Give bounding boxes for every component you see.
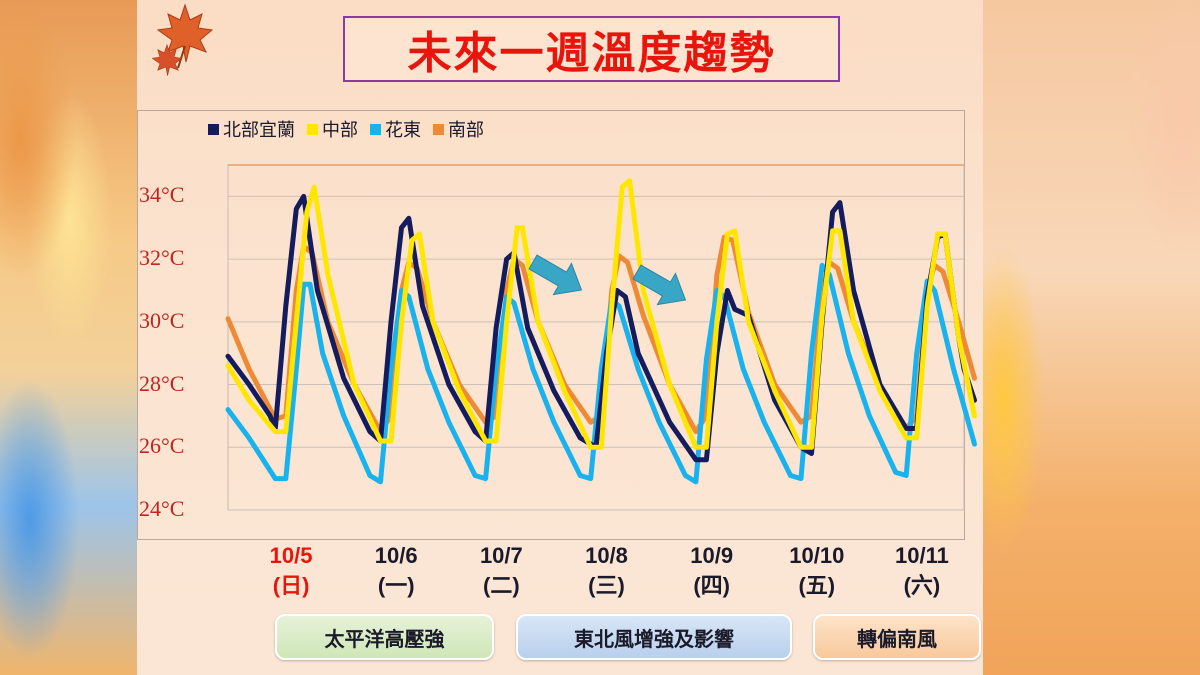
x-category-label: 10/10 (五) [767, 541, 867, 601]
weather-note-pacific-high: 太平洋高壓強 [275, 614, 494, 660]
legend-swatch-north [208, 123, 219, 135]
y-tick-label: 32°C [139, 245, 185, 271]
x-category-weekday: (一) [377, 573, 415, 598]
y-tick-label: 34°C [139, 182, 185, 208]
x-category-weekday: (四) [693, 573, 730, 598]
y-tick-label: 24°C [139, 496, 185, 521]
x-category-label: 10/8 (三) [557, 541, 657, 601]
x-category-label: 10/6 (一) [346, 541, 446, 601]
x-category-weekday: (日) [272, 573, 310, 598]
arrow-icon [528, 254, 583, 296]
y-tick-label: 28°C [139, 370, 185, 396]
legend-item-south: 南部 [433, 116, 484, 142]
page-title: 未來一週溫度趨勢 [343, 16, 840, 82]
x-category-date: 10/8 [585, 543, 628, 568]
legend-label-east: 花東 [385, 120, 421, 140]
maple-leaf-icon [151, 43, 183, 76]
legend-swatch-central [307, 123, 318, 135]
y-tick-label: 26°C [139, 433, 185, 459]
legend-item-north: 北部宜蘭 [208, 116, 295, 142]
series-line-central [225, 178, 977, 450]
legend-item-east: 花東 [370, 116, 421, 142]
series-line-east [225, 262, 977, 485]
legend-swatch-east [370, 123, 381, 135]
weather-note-northeast-wind: 東北風增強及影響 [516, 614, 792, 660]
x-category-weekday: (二) [483, 573, 520, 598]
legend-item-central: 中部 [307, 116, 358, 142]
x-category-date: 10/5 [269, 543, 313, 568]
x-category-date: 10/6 [374, 543, 418, 568]
chart-legend: 北部宜蘭 中部 花東 南部 [208, 116, 484, 142]
y-tick-label: 30°C [139, 307, 185, 333]
x-category-date: 10/9 [690, 543, 734, 568]
maple-leaf-icon [156, 3, 214, 69]
x-category-label: 10/11 (六) [872, 541, 972, 601]
arrow-icon [632, 264, 687, 306]
x-category-date: 10/11 [895, 543, 949, 568]
legend-label-north: 北部宜蘭 [223, 120, 295, 140]
legend-swatch-south [433, 123, 444, 135]
x-category-weekday: (六) [903, 573, 941, 598]
legend-label-south: 南部 [448, 120, 484, 140]
x-category-date: 10/7 [479, 543, 523, 568]
x-category-label: 10/9 (四) [662, 541, 762, 601]
x-category-label: 10/5 (日) [241, 541, 341, 601]
weather-note-south-wind: 轉偏南風 [813, 614, 981, 660]
x-category-weekday: (三) [588, 573, 625, 598]
background-right-edge [983, 0, 1200, 675]
legend-label-central: 中部 [322, 120, 358, 140]
x-category-label: 10/7 (二) [451, 541, 551, 601]
background-left-edge [0, 0, 137, 675]
x-category-date: 10/10 [789, 543, 845, 568]
plot-frame [227, 164, 965, 511]
x-category-weekday: (五) [798, 573, 836, 598]
